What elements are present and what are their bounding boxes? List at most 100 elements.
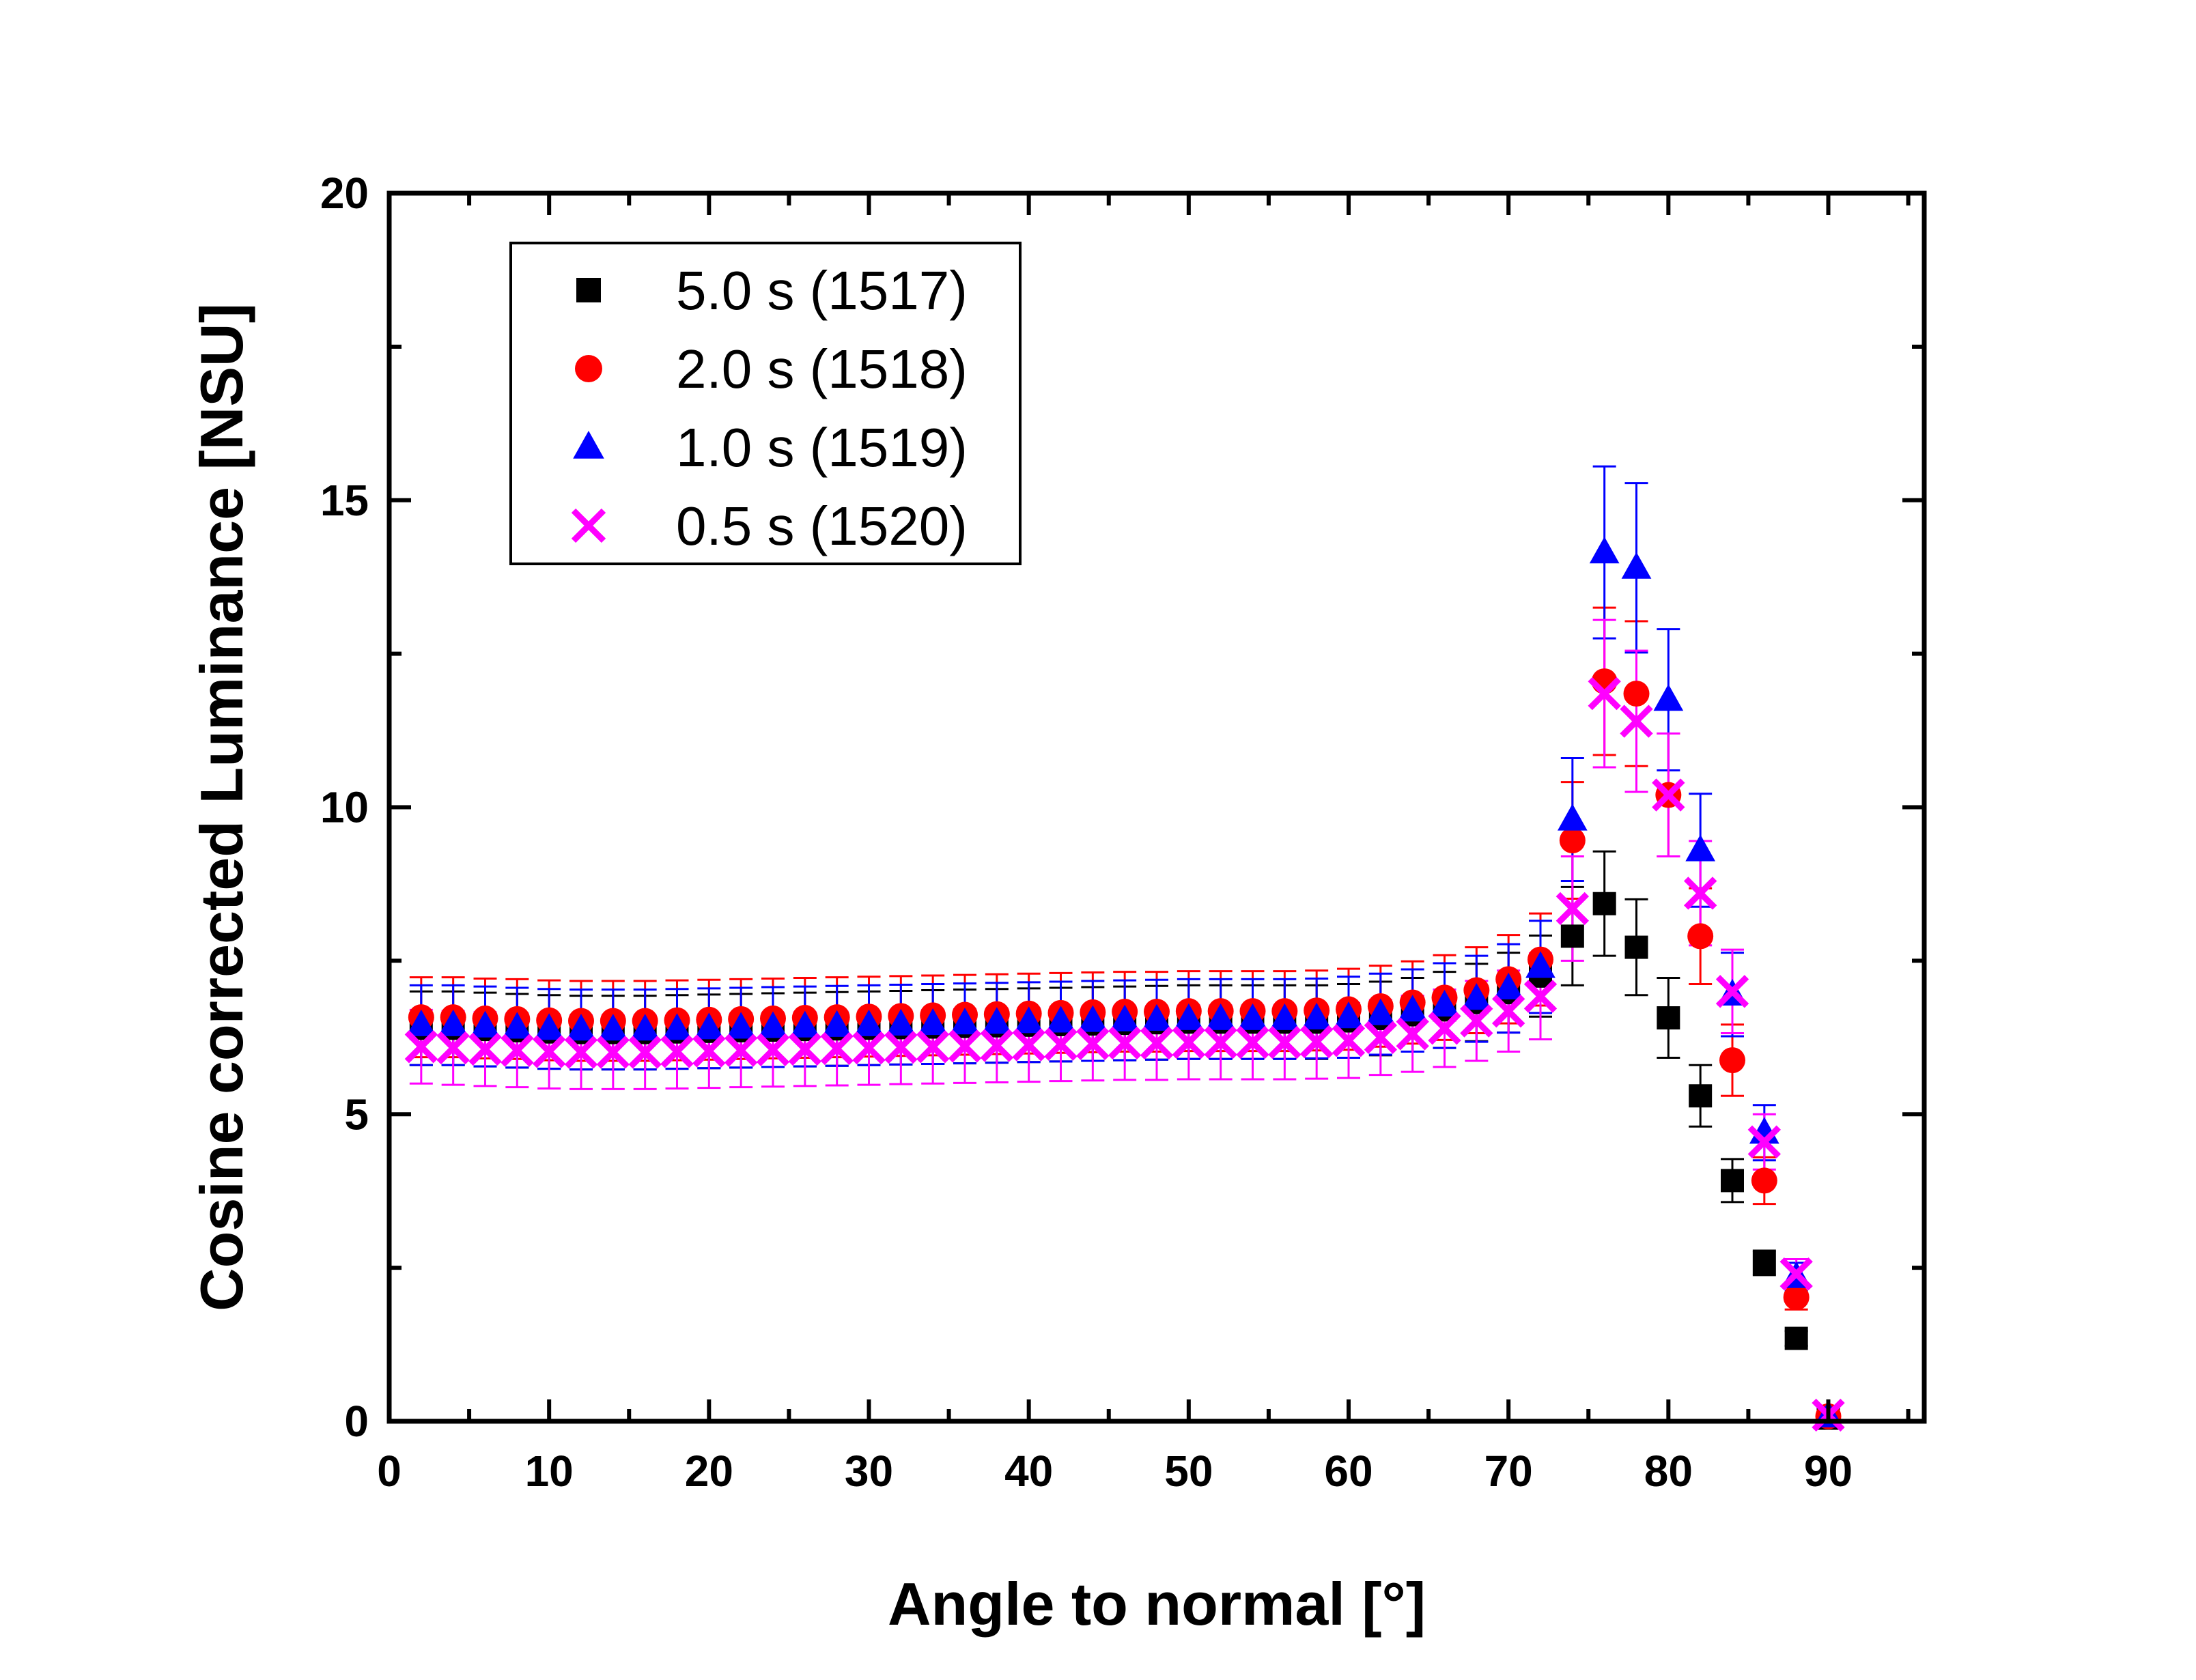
cross-marker <box>1012 1028 1045 1062</box>
cross-marker <box>1364 1021 1398 1054</box>
y-tick-label: 0 <box>344 1397 369 1446</box>
triangle-marker <box>1142 1003 1172 1031</box>
legend-label: 0.5 s (1520) <box>676 496 968 556</box>
triangle-marker <box>662 1013 692 1040</box>
cross-marker <box>1523 980 1558 1013</box>
x-tick-labels: 0 10 20 30 40 50 60 70 80 90 <box>377 1447 1853 1496</box>
circle-marker <box>1751 1167 1777 1194</box>
cross-marker <box>1299 1025 1334 1059</box>
triangle-marker <box>1334 1001 1364 1029</box>
cross-marker <box>1588 677 1621 711</box>
square-marker <box>1689 1084 1713 1108</box>
cross-marker <box>660 1035 694 1068</box>
triangle-marker <box>566 1014 596 1041</box>
triangle-marker <box>950 1008 980 1035</box>
x-tick-label: 40 <box>1004 1447 1053 1496</box>
cross-marker <box>1268 1025 1301 1059</box>
cross-marker <box>571 508 606 543</box>
y-tick-label: 10 <box>320 783 369 832</box>
triangle-marker <box>1205 1003 1236 1030</box>
triangle-marker <box>1397 995 1428 1022</box>
cross-marker <box>852 1031 886 1065</box>
cross-marker <box>788 1032 822 1066</box>
triangle-marker <box>438 1009 468 1036</box>
cross-marker <box>1491 994 1525 1028</box>
triangle-marker <box>1653 684 1684 711</box>
x-tick-label: 0 <box>377 1447 402 1496</box>
cross-marker <box>564 1036 598 1069</box>
square-marker <box>1721 1169 1744 1193</box>
square-marker <box>576 278 601 302</box>
cross-marker <box>884 1031 918 1064</box>
triangle-marker <box>1429 990 1460 1017</box>
triangle-marker <box>1461 983 1492 1010</box>
triangle-marker <box>470 1010 501 1038</box>
cross-marker <box>501 1034 534 1067</box>
cross-marker <box>1044 1027 1078 1061</box>
cross-marker <box>436 1031 470 1065</box>
triangle-marker <box>1493 972 1524 999</box>
cross-marker <box>1460 1004 1493 1038</box>
cross-marker <box>468 1032 502 1066</box>
triangle-marker <box>597 1014 628 1041</box>
square-marker <box>1560 924 1584 948</box>
cross-marker <box>1172 1025 1206 1059</box>
x-tick-label: 70 <box>1484 1447 1533 1496</box>
triangle-marker <box>694 1012 724 1040</box>
circle-marker <box>1719 1047 1745 1074</box>
cross-marker <box>1652 778 1685 812</box>
square-marker <box>1784 1326 1808 1350</box>
square-marker <box>1624 935 1648 959</box>
triangle-marker <box>1173 1003 1204 1030</box>
cross-marker <box>1779 1257 1813 1291</box>
square-marker <box>1752 1251 1776 1275</box>
axis-ticks <box>387 191 1924 1423</box>
cross-marker <box>1747 1125 1782 1158</box>
legend-label: 2.0 s (1518) <box>676 339 968 399</box>
triangle-marker <box>821 1010 852 1037</box>
data-markers <box>404 537 1845 1432</box>
x-tick-label: 60 <box>1324 1447 1372 1496</box>
cross-marker <box>1683 877 1717 910</box>
cross-marker <box>628 1036 662 1069</box>
cross-marker <box>1236 1025 1269 1059</box>
x-tick-label: 30 <box>845 1447 893 1496</box>
x-tick-label: 50 <box>1164 1447 1213 1496</box>
x-tick-label: 10 <box>525 1447 574 1496</box>
y-tick-label: 15 <box>320 476 369 525</box>
triangle-marker <box>726 1012 757 1039</box>
triangle-marker <box>502 1012 533 1039</box>
triangle-marker <box>573 431 604 459</box>
cross-marker <box>980 1029 1014 1062</box>
triangle-marker <box>1237 1003 1268 1030</box>
cross-marker <box>1076 1027 1110 1060</box>
triangle-marker <box>1045 1006 1076 1033</box>
cross-marker <box>532 1035 566 1068</box>
triangle-marker <box>918 1008 948 1036</box>
circle-marker <box>1783 1284 1810 1311</box>
cross-marker <box>1396 1017 1429 1051</box>
y-tick-label: 5 <box>344 1090 369 1139</box>
cross-marker <box>1556 892 1590 926</box>
circle-marker <box>1559 827 1586 854</box>
triangle-marker <box>1557 803 1588 831</box>
triangle-marker <box>1525 951 1556 978</box>
cross-marker <box>692 1034 726 1068</box>
triangle-marker <box>406 1009 436 1036</box>
cross-marker <box>756 1033 790 1066</box>
cross-marker <box>1332 1024 1366 1057</box>
cross-marker <box>1140 1026 1174 1060</box>
triangle-marker <box>1269 1003 1300 1030</box>
triangle-marker <box>854 1009 884 1036</box>
square-marker <box>1657 1006 1680 1030</box>
legend-label: 5.0 s (1517) <box>676 260 968 321</box>
triangle-marker <box>1365 998 1396 1025</box>
triangle-marker <box>1685 834 1716 862</box>
triangle-marker <box>981 1007 1012 1034</box>
cross-marker <box>1715 975 1749 1008</box>
cross-marker <box>596 1036 630 1069</box>
cross-marker <box>820 1031 854 1066</box>
triangle-marker <box>1621 552 1652 579</box>
triangle-marker <box>1301 1002 1332 1030</box>
cross-marker <box>724 1034 758 1067</box>
